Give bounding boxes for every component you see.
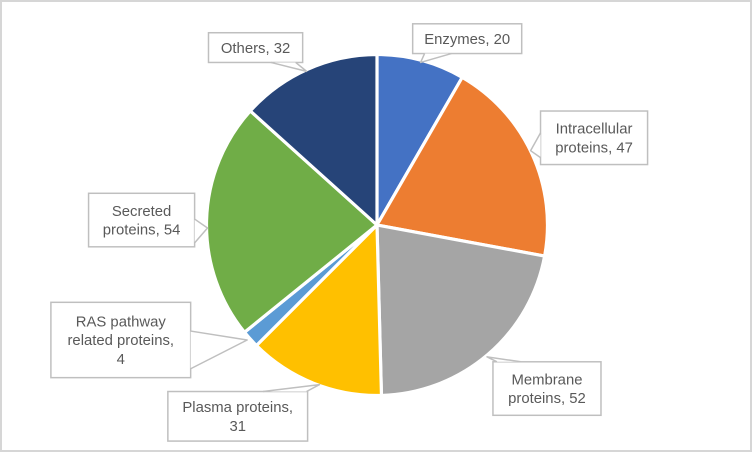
- data-label-text: Enzymes, 20: [424, 32, 510, 48]
- data-label-line: Enzymes, 20: [424, 32, 510, 48]
- data-label-intracellular-proteins[interactable]: Intracellular proteins, 47: [529, 110, 649, 166]
- data-label-membrane-proteins[interactable]: Membrane proteins, 52: [486, 356, 602, 417]
- pie-slices-layer: [204, 52, 550, 398]
- data-label-others[interactable]: Others, 32: [207, 31, 308, 73]
- data-label-ras-pathway-related-proteins[interactable]: RAS pathway related proteins, 4: [50, 301, 248, 379]
- data-label-line: RAS pathway: [76, 314, 167, 330]
- data-label-line: proteins, 52: [508, 391, 586, 407]
- data-label-text: Membrane proteins, 52: [508, 372, 586, 407]
- data-label-line: Intracellular: [556, 122, 633, 138]
- pie-slice-intracellular-proteins[interactable]: [375, 75, 550, 258]
- data-label-text: Secreted proteins, 54: [103, 204, 181, 239]
- data-label-line: proteins, 47: [555, 140, 633, 156]
- data-label-plasma-proteins[interactable]: Plasma proteins, 31: [167, 383, 321, 442]
- data-label-text: Plasma proteins, 31: [182, 400, 293, 435]
- data-label-text: RAS pathway related proteins, 4: [67, 314, 174, 368]
- pie-slice-secreted-proteins[interactable]: [204, 109, 379, 334]
- data-label-line: 31: [229, 419, 246, 435]
- data-label-line: Secreted: [112, 204, 171, 220]
- data-label-line: Plasma proteins,: [182, 400, 293, 416]
- pie-slice-membrane-proteins[interactable]: [375, 223, 547, 398]
- data-label-line: related proteins,: [67, 333, 174, 349]
- data-label-line: Membrane: [511, 372, 582, 388]
- data-label-enzymes[interactable]: Enzymes, 20: [411, 23, 523, 64]
- pie-slice-others[interactable]: [248, 52, 379, 227]
- data-label-line: 4: [117, 352, 125, 368]
- data-labels-layer: Enzymes, 20 Intracellular proteins, 47 Memb…: [50, 23, 649, 442]
- pie-slice-plasma-proteins[interactable]: [254, 223, 384, 398]
- data-label-text: Others, 32: [221, 41, 290, 57]
- data-label-secreted-proteins[interactable]: Secreted proteins, 54: [87, 192, 209, 248]
- data-label-line: Others, 32: [221, 41, 290, 57]
- data-label-text: Intracellular proteins, 47: [555, 122, 633, 157]
- data-label-line: proteins, 54: [103, 223, 181, 239]
